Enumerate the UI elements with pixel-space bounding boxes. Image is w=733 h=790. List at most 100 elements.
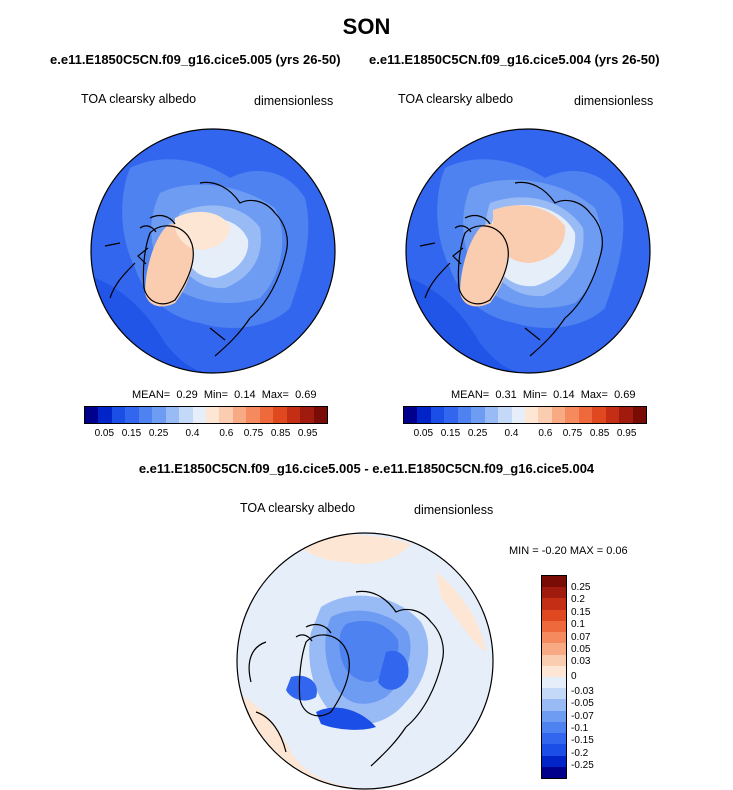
difference-colorbar-cell <box>542 609 566 622</box>
left-colorbar-tick-label: 0.95 <box>297 428 318 439</box>
difference-colorbar-cell <box>542 688 566 700</box>
difference-colorbar-tick-label: 0 <box>571 671 577 683</box>
difference-title: e.e11.E1850C5CN.f09_g16.cice5.005 - e.e1… <box>138 461 595 476</box>
left-colorbar-cell <box>152 407 167 423</box>
left-colorbar-cell <box>300 407 315 423</box>
difference-colorbar-tick-label: 0.15 <box>571 606 591 618</box>
left-colorbar-cell <box>138 407 153 423</box>
left-colorbar-tick-label: 0.15 <box>121 428 142 439</box>
right-colorbar-cell <box>498 407 513 423</box>
left-mean-label: MEAN= <box>132 389 171 401</box>
right-colorbar <box>403 406 647 424</box>
left-panel-units-label: dimensionless <box>254 94 334 108</box>
left-mean-value: 0.29 <box>176 389 198 401</box>
diff-units-label: dimensionless <box>414 503 494 517</box>
difference-colorbar-tick-label: 0.2 <box>571 594 585 606</box>
left-max-value: 0.69 <box>295 389 317 401</box>
difference-colorbar-ticks: 0.25 0.2 0.15 0.1 0.07 0.05 0.03 0 -0.03 -0.05 -0.… <box>571 575 631 779</box>
left-colorbar-cell <box>111 407 126 423</box>
right-colorbar-cell <box>471 407 486 423</box>
right-colorbar-tick-label: 0.75 <box>562 428 583 439</box>
right-colorbar-tick-label: 0.25 <box>467 428 488 439</box>
right-colorbar-cell <box>417 407 432 423</box>
right-mean-label: MEAN= <box>451 389 490 401</box>
figure-title: SON <box>342 14 391 39</box>
left-panel-variable-label: TOA clearsky albedo <box>81 92 197 106</box>
left-colorbar-tick-label: 0.75 <box>243 428 264 439</box>
diff-min-max-stats: MIN = -0.20 MAX = 0.06 <box>509 545 628 557</box>
left-colorbar-cell <box>165 407 180 423</box>
left-colorbar-cell <box>259 407 274 423</box>
right-mean-value: 0.31 <box>495 389 517 401</box>
right-max-value: 0.69 <box>614 389 636 401</box>
right-colorbar-tick-label: 0.4 <box>504 428 519 439</box>
difference-colorbar-tick-label: 0.07 <box>571 631 591 643</box>
difference-colorbar-cell <box>542 620 566 633</box>
right-panel-subtitle: e.e11.E1850C5CN.f09_g16.cice5.004 (yrs 2… <box>369 52 660 67</box>
left-colorbar-cell <box>246 407 261 423</box>
right-colorbar-tick-label: 0.85 <box>589 428 610 439</box>
diff-variable-label: TOA clearsky albedo <box>240 501 356 515</box>
difference-colorbar-cell <box>542 755 566 768</box>
right-min-value: 0.14 <box>553 389 575 401</box>
left-colorbar-cell <box>98 407 113 423</box>
left-colorbar-cell <box>85 407 99 423</box>
left-max-label: Max= <box>261 389 289 401</box>
left-colorbar-cell <box>286 407 301 423</box>
difference-colorbar-tick-label: -0.1 <box>571 723 589 735</box>
left-min-label: Min= <box>203 389 229 401</box>
left-colorbar-tick-label: 0.25 <box>148 428 169 439</box>
left-colorbar-tick-label: 0.05 <box>94 428 115 439</box>
right-colorbar-cell <box>484 407 499 423</box>
difference-colorbar-cell <box>542 710 566 723</box>
right-max-label: Max= <box>580 389 608 401</box>
right-colorbar-cell <box>605 407 620 423</box>
left-colorbar-cell <box>232 407 247 423</box>
right-colorbar-cell <box>404 407 418 423</box>
left-colorbar-tick-label: 0.85 <box>270 428 291 439</box>
left-colorbar-cell <box>219 407 234 423</box>
right-colorbar-ticks: 0.05 0.15 0.25 0.4 0.6 0.75 0.85 0.95 <box>403 428 647 442</box>
right-colorbar-cell <box>578 407 593 423</box>
left-colorbar-cell <box>179 407 194 423</box>
difference-colorbar-cell <box>542 576 566 588</box>
left-colorbar-ticks: 0.05 0.15 0.25 0.4 0.6 0.75 0.85 0.95 <box>84 428 328 442</box>
right-colorbar-cell <box>457 407 472 423</box>
difference-colorbar-cell <box>542 654 566 667</box>
difference-colorbar-tick-label: -0.25 <box>571 760 594 772</box>
difference-colorbar-tick-label: 0.25 <box>571 581 591 593</box>
left-colorbar-tick-label: 0.4 <box>185 428 200 439</box>
difference-colorbar-cell <box>542 598 566 611</box>
difference-colorbar-tick-label: -0.05 <box>571 698 594 710</box>
difference-colorbar-tick-label: 0.03 <box>571 656 591 668</box>
right-colorbar-tick-label: 0.05 <box>413 428 434 439</box>
right-colorbar-cell <box>525 407 539 423</box>
right-panel-units-label: dimensionless <box>574 94 654 108</box>
difference-colorbar-tick-label: 0.1 <box>571 619 585 631</box>
difference-colorbar-tick-label: -0.2 <box>571 747 589 759</box>
difference-colorbar-cell <box>542 587 566 599</box>
right-colorbar-cell <box>538 407 553 423</box>
right-colorbar-cell <box>592 407 607 423</box>
right-polar-map <box>405 128 651 374</box>
right-colorbar-cell <box>444 407 459 423</box>
difference-colorbar-cell <box>542 733 566 745</box>
right-colorbar-tick-label: 0.6 <box>538 428 553 439</box>
left-panel-subtitle: e.e11.E1850C5CN.f09_g16.cice5.005 (yrs 2… <box>50 52 341 67</box>
right-colorbar-tick-label: 0.15 <box>440 428 461 439</box>
right-colorbar-cell <box>619 407 634 423</box>
left-colorbar-cell <box>313 407 328 423</box>
left-colorbar-tick-label: 0.6 <box>219 428 234 439</box>
right-colorbar-cell <box>632 407 647 423</box>
difference-colorbar-tick-label: -0.15 <box>571 735 594 747</box>
difference-colorbar-cell <box>542 643 566 656</box>
left-polar-map <box>90 128 336 374</box>
right-colorbar-cell <box>551 407 566 423</box>
difference-colorbar-cell <box>542 721 566 734</box>
right-colorbar-cell <box>511 407 526 423</box>
difference-polar-map <box>236 532 494 790</box>
left-colorbar-cell <box>125 407 140 423</box>
right-panel-variable-label: TOA clearsky albedo <box>398 92 514 106</box>
right-colorbar-tick-label: 0.95 <box>616 428 637 439</box>
difference-colorbar-tick-label: -0.07 <box>571 710 594 722</box>
